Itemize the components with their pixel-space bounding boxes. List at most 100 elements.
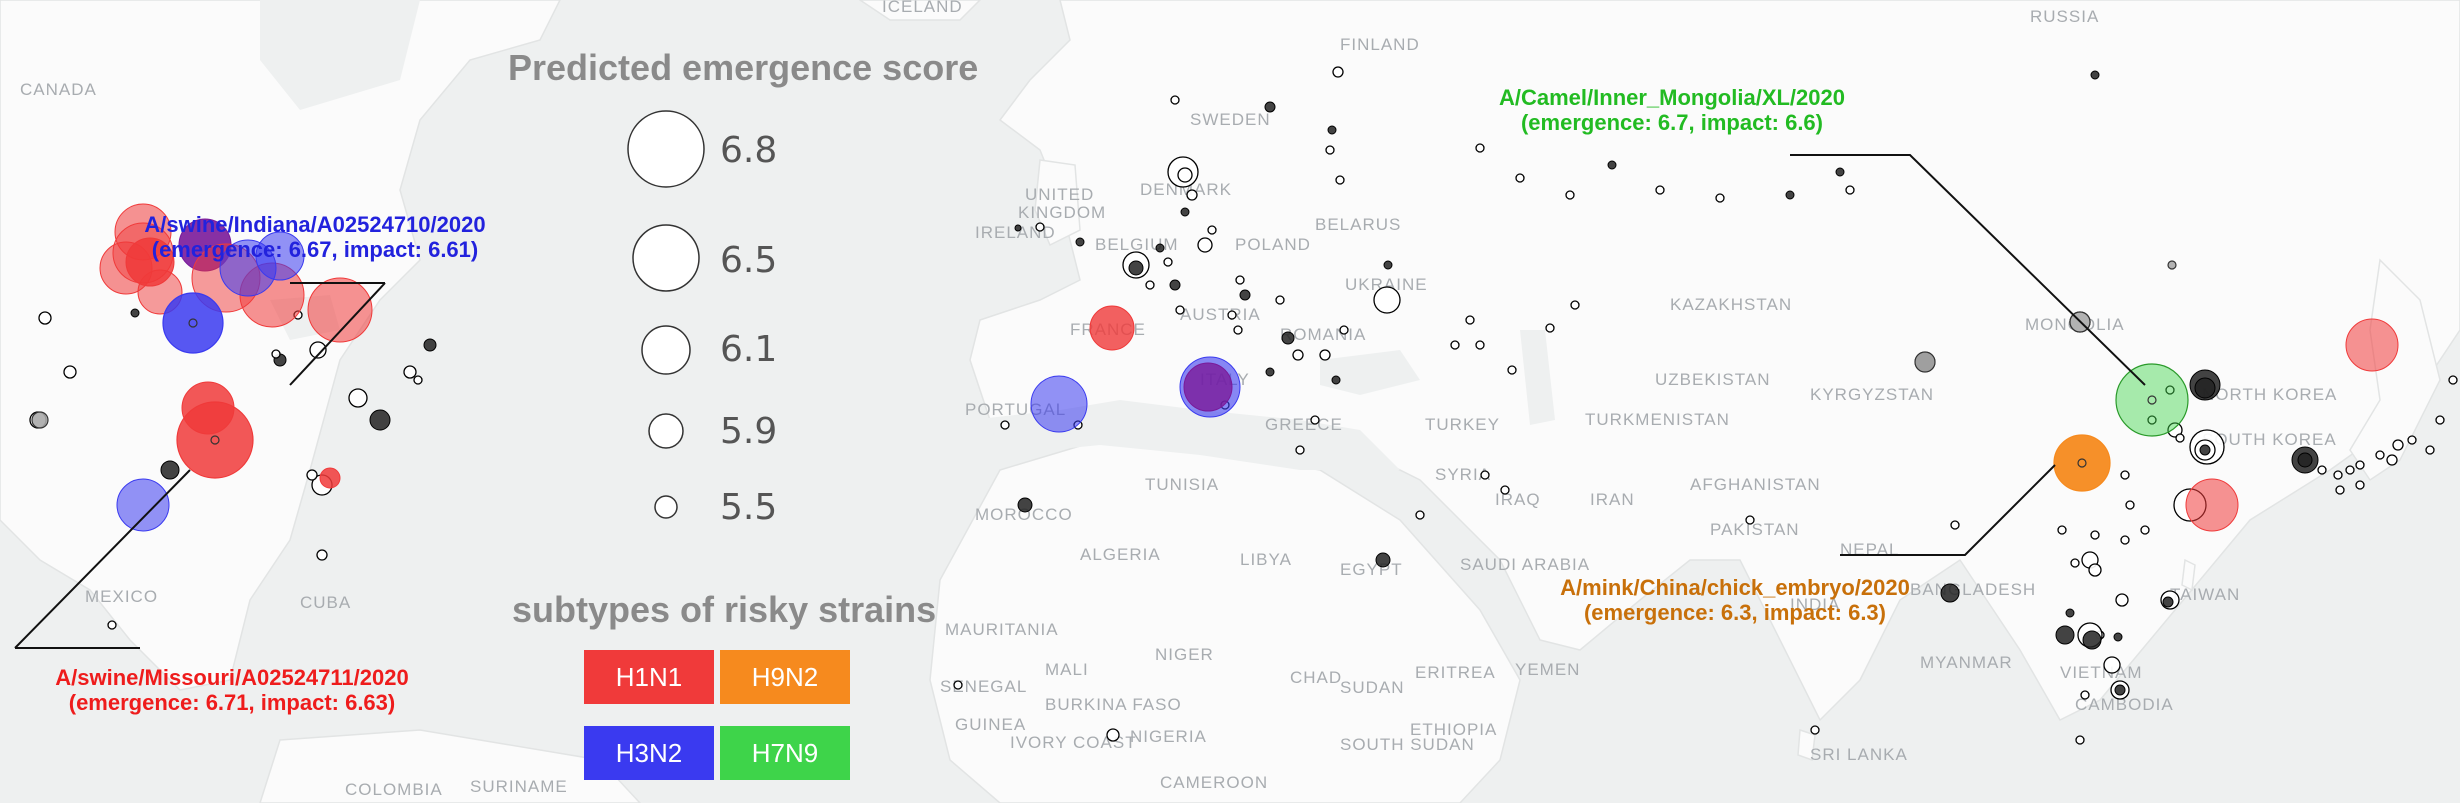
sample-marker [2392, 439, 2404, 451]
place-label: MEXICO [85, 587, 158, 606]
annotation-scores: (emergence: 6.67, impact: 6.61) [152, 237, 478, 262]
sample-marker [1233, 325, 1243, 335]
sample-marker [31, 411, 49, 429]
sample-marker [1145, 280, 1155, 290]
annotation-scores: (emergence: 6.71, impact: 6.63) [69, 690, 395, 715]
place-label: TURKMENISTAN [1585, 410, 1730, 429]
sample-marker [1332, 66, 1344, 78]
size-legend-value: 5.5 [720, 487, 777, 528]
sample-marker [1170, 95, 1180, 105]
subtype-legend-title: subtypes of risky strains [512, 589, 936, 630]
land-iceland [858, 0, 982, 21]
annotation-name: A/swine/Missouri/A02524711/2020 [55, 665, 408, 690]
sample-marker [2125, 500, 2135, 510]
place-label: SUDAN [1340, 678, 1405, 697]
sample-marker [2345, 465, 2355, 475]
sample-marker [1106, 728, 1120, 742]
sample-marker [348, 388, 368, 408]
sea-black [1320, 350, 1420, 395]
place-label: INDIA [1790, 595, 1840, 614]
place-label: SRI LANKA [1810, 745, 1908, 764]
sample-marker [1186, 189, 1198, 201]
place-label: BANGLADESH [1910, 580, 2036, 599]
place-label: FINLAND [1340, 35, 1420, 54]
place-label: KYRGYZSTAN [1810, 385, 1934, 404]
sample-marker [1227, 310, 1237, 320]
size-legend-title: Predicted emergence score [508, 47, 978, 88]
sample-marker [160, 460, 180, 480]
sea-hudson-bay [260, 0, 420, 110]
place-label: MAURITANIA [945, 620, 1059, 639]
strain-bubble [116, 478, 170, 532]
place-label: NIGER [1155, 645, 1214, 664]
sample-marker [1383, 260, 1393, 270]
sample-marker [1177, 167, 1193, 183]
sample-marker [2448, 375, 2458, 385]
strain-bubble-h7n9 [2115, 363, 2189, 437]
place-label: IRAN [1590, 490, 1635, 509]
strain-bubble [181, 381, 235, 435]
place-label: SOUTH KOREA [2202, 430, 2337, 449]
sample-marker [1507, 365, 1517, 375]
sample-marker [2057, 525, 2067, 535]
sample-marker [1835, 167, 1845, 177]
strain-bubble [307, 277, 373, 343]
sample-marker [1235, 275, 1245, 285]
sample-marker [2407, 435, 2417, 445]
sample-marker [2080, 690, 2090, 700]
sample-marker [1655, 185, 1665, 195]
subtype-label: H9N2 [751, 661, 819, 692]
sample-marker [2147, 415, 2157, 425]
strain-bubble [1983, 245, 2103, 365]
sample-marker [1373, 286, 1401, 314]
annotation-name: A/Camel/Inner_Mongolia/XL/2020 [1499, 85, 1845, 110]
sample-marker [2194, 377, 2216, 399]
strain-bubble [1183, 362, 1233, 412]
sample-marker [1810, 725, 1820, 735]
sample-marker [413, 375, 423, 385]
sample-marker [2115, 593, 2129, 607]
size-legend-value: 6.5 [720, 240, 777, 281]
sample-marker [1239, 289, 1251, 301]
sample-marker [1325, 145, 1335, 155]
sample-marker [1570, 300, 1580, 310]
sample-marker [2297, 452, 2313, 468]
place-label: COLOMBIA [345, 780, 443, 799]
sample-marker [2075, 735, 2085, 745]
place-label: SWEDEN [1190, 110, 1271, 129]
place-label: SYRIA [1435, 465, 1491, 484]
sample-marker [1175, 305, 1185, 315]
strain-bubble [319, 467, 341, 489]
place-label: BELGIUM [1095, 235, 1179, 254]
place-label: KINGDOM [1018, 203, 1106, 222]
sample-marker [1265, 367, 1275, 377]
strain-center [210, 435, 220, 445]
sample-marker [1515, 173, 1525, 183]
size-legend-circle [648, 413, 684, 449]
place-label: AFGHANISTAN [1690, 475, 1821, 494]
place-label: EGYPT [1340, 560, 1403, 579]
sample-marker [38, 311, 52, 325]
sample-marker [1163, 257, 1173, 267]
sample-marker [1155, 243, 1165, 253]
sample-marker [107, 620, 117, 630]
place-label: NIGERIA [1130, 727, 1207, 746]
sample-marker [1000, 420, 1010, 430]
sample-marker [1480, 470, 1490, 480]
subtype-box-h7n9: H7N9 [720, 726, 850, 780]
size-legend-value: 6.8 [720, 130, 777, 171]
sample-marker [1950, 520, 1960, 530]
place-label: CAMEROON [1160, 773, 1268, 792]
sample-marker [1415, 510, 1425, 520]
sample-marker [1845, 185, 1855, 195]
sample-marker [1319, 349, 1331, 361]
place-label: UKRAINE [1345, 275, 1428, 294]
place-label: POLAND [1235, 235, 1311, 254]
strain-bubble [219, 239, 277, 297]
sea-caspian [1520, 330, 1555, 425]
place-label: SOUTH SUDAN [1340, 735, 1475, 754]
leader-line-missouri [14, 469, 191, 649]
land-sri-lanka [1797, 728, 1816, 762]
sample-marker [2090, 530, 2100, 540]
place-label: ICELAND [882, 0, 963, 16]
